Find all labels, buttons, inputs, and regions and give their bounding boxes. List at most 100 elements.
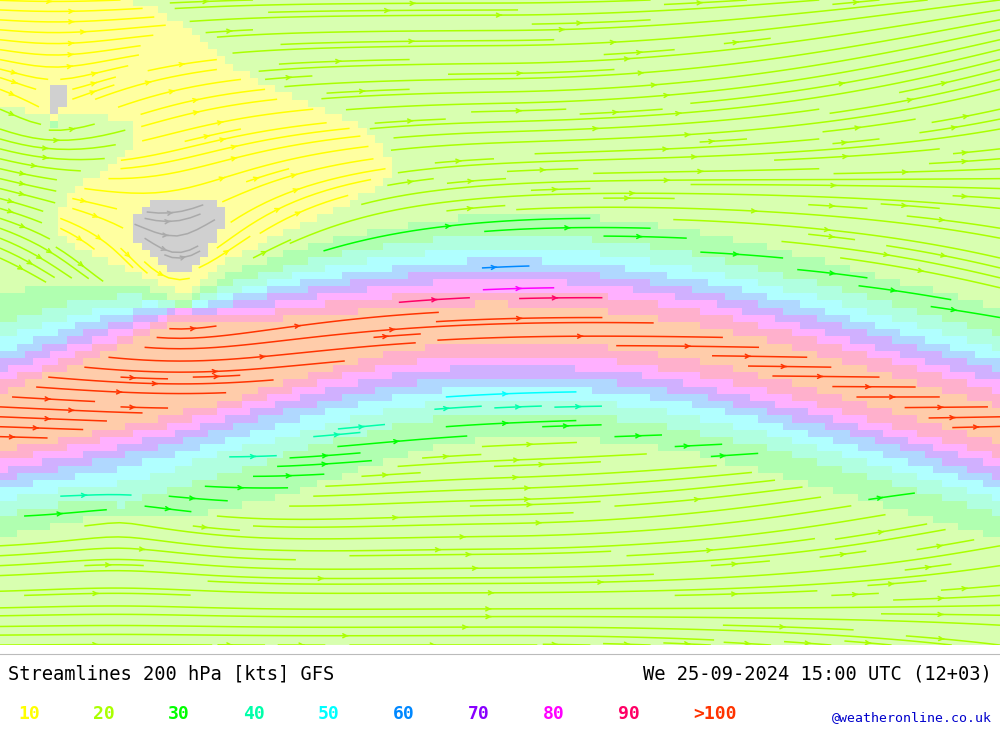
FancyArrowPatch shape [878, 531, 884, 534]
Text: 60: 60 [393, 704, 415, 723]
FancyArrowPatch shape [27, 260, 32, 264]
FancyArrowPatch shape [467, 207, 473, 210]
Text: 30: 30 [168, 704, 190, 723]
FancyArrowPatch shape [855, 126, 860, 130]
FancyArrowPatch shape [733, 41, 738, 45]
FancyArrowPatch shape [552, 642, 557, 647]
FancyArrowPatch shape [488, 591, 494, 594]
FancyArrowPatch shape [486, 607, 491, 611]
FancyArrowPatch shape [637, 235, 642, 238]
FancyArrowPatch shape [840, 553, 846, 556]
FancyArrowPatch shape [780, 625, 785, 629]
FancyArrowPatch shape [685, 133, 690, 137]
FancyArrowPatch shape [651, 83, 657, 87]
FancyArrowPatch shape [37, 254, 41, 258]
FancyArrowPatch shape [698, 169, 703, 173]
FancyArrowPatch shape [9, 435, 15, 439]
FancyArrowPatch shape [90, 91, 96, 95]
FancyArrowPatch shape [18, 265, 22, 269]
FancyArrowPatch shape [676, 111, 681, 116]
FancyArrowPatch shape [7, 209, 13, 213]
FancyArrowPatch shape [261, 251, 266, 255]
FancyArrowPatch shape [824, 228, 830, 232]
FancyArrowPatch shape [78, 262, 83, 266]
FancyArrowPatch shape [842, 141, 847, 144]
FancyArrowPatch shape [139, 547, 145, 551]
FancyArrowPatch shape [830, 271, 835, 275]
FancyArrowPatch shape [460, 535, 465, 539]
FancyArrowPatch shape [733, 252, 739, 256]
FancyArrowPatch shape [866, 385, 871, 388]
FancyArrowPatch shape [293, 189, 299, 193]
FancyArrowPatch shape [359, 425, 364, 429]
FancyArrowPatch shape [624, 642, 630, 646]
FancyArrowPatch shape [962, 194, 967, 198]
FancyArrowPatch shape [525, 486, 530, 490]
FancyArrowPatch shape [752, 209, 757, 213]
FancyArrowPatch shape [253, 177, 259, 181]
Text: 90: 90 [618, 704, 640, 723]
FancyArrowPatch shape [598, 581, 603, 584]
FancyArrowPatch shape [430, 643, 436, 647]
FancyArrowPatch shape [576, 405, 581, 408]
FancyArrowPatch shape [409, 40, 414, 43]
FancyArrowPatch shape [941, 81, 947, 86]
FancyArrowPatch shape [394, 440, 399, 443]
FancyArrowPatch shape [31, 163, 37, 167]
FancyArrowPatch shape [227, 643, 232, 647]
FancyArrowPatch shape [33, 426, 38, 430]
FancyArrowPatch shape [486, 615, 491, 619]
FancyArrowPatch shape [853, 592, 858, 597]
FancyArrowPatch shape [203, 0, 208, 4]
FancyArrowPatch shape [130, 376, 135, 380]
FancyArrowPatch shape [503, 392, 508, 396]
FancyArrowPatch shape [565, 226, 570, 229]
Text: 20: 20 [93, 704, 115, 723]
FancyArrowPatch shape [81, 199, 86, 202]
FancyArrowPatch shape [193, 111, 199, 114]
FancyArrowPatch shape [527, 503, 532, 507]
FancyArrowPatch shape [260, 355, 265, 358]
FancyArrowPatch shape [158, 271, 162, 275]
FancyArrowPatch shape [69, 20, 74, 23]
FancyArrowPatch shape [593, 127, 598, 130]
FancyArrowPatch shape [559, 28, 565, 32]
Text: @weatheronline.co.uk: @weatheronline.co.uk [832, 711, 992, 723]
FancyArrowPatch shape [383, 335, 388, 339]
FancyArrowPatch shape [383, 473, 388, 477]
FancyArrowPatch shape [130, 405, 135, 409]
FancyArrowPatch shape [106, 563, 111, 567]
FancyArrowPatch shape [81, 30, 86, 34]
FancyArrowPatch shape [9, 92, 14, 95]
FancyArrowPatch shape [963, 115, 969, 119]
FancyArrowPatch shape [180, 256, 184, 260]
FancyArrowPatch shape [169, 90, 175, 94]
FancyArrowPatch shape [516, 109, 522, 113]
FancyArrowPatch shape [436, 548, 441, 552]
FancyArrowPatch shape [732, 592, 737, 596]
FancyArrowPatch shape [69, 10, 74, 13]
FancyArrowPatch shape [613, 111, 618, 114]
FancyArrowPatch shape [193, 98, 198, 103]
FancyArrowPatch shape [295, 324, 300, 328]
FancyArrowPatch shape [781, 364, 787, 369]
FancyArrowPatch shape [625, 196, 630, 200]
FancyArrowPatch shape [831, 183, 836, 188]
FancyArrowPatch shape [68, 42, 74, 45]
FancyArrowPatch shape [47, 248, 51, 253]
FancyArrowPatch shape [145, 81, 151, 85]
FancyArrowPatch shape [190, 327, 196, 331]
FancyArrowPatch shape [938, 405, 943, 409]
FancyArrowPatch shape [231, 145, 237, 149]
FancyArrowPatch shape [636, 434, 641, 438]
FancyArrowPatch shape [685, 642, 690, 646]
FancyArrowPatch shape [390, 328, 395, 331]
FancyArrowPatch shape [408, 119, 413, 123]
FancyArrowPatch shape [937, 545, 943, 548]
FancyArrowPatch shape [536, 521, 541, 525]
FancyArrowPatch shape [93, 643, 98, 647]
FancyArrowPatch shape [299, 643, 304, 647]
FancyArrowPatch shape [563, 424, 569, 428]
FancyArrowPatch shape [295, 212, 300, 216]
FancyArrowPatch shape [889, 582, 894, 586]
